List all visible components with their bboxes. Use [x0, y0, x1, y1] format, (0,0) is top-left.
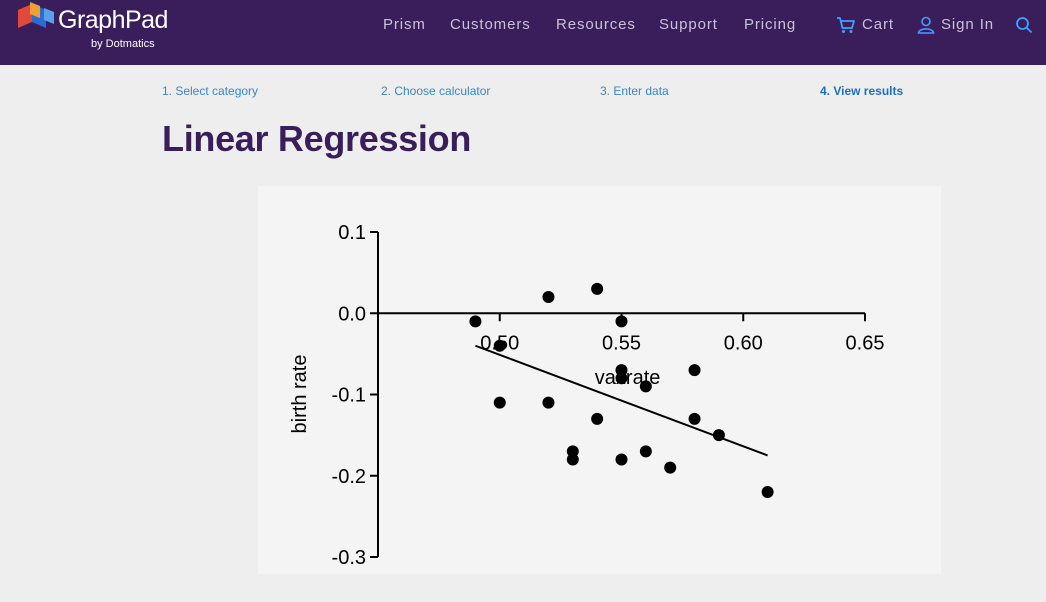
y-tick-label: 0.0: [338, 303, 366, 325]
top-navbar: GraphPad by Dotmatics Prism Customers Re…: [0, 0, 1046, 65]
user-icon[interactable]: [917, 16, 935, 34]
cart-link[interactable]: Cart: [862, 16, 894, 33]
data-point: [688, 412, 701, 425]
data-point: [566, 453, 579, 466]
nav-pricing[interactable]: Pricing: [744, 16, 797, 33]
nav-prism[interactable]: Prism: [383, 16, 426, 33]
data-point: [591, 412, 604, 425]
data-point: [761, 486, 774, 498]
regression-chart: 0.10.0-0.1-0.2-0.30.500.550.600.65vaxrat…: [258, 186, 941, 574]
data-point: [493, 339, 506, 352]
nav-resources[interactable]: Resources: [556, 16, 636, 33]
nav-customers[interactable]: Customers: [450, 16, 531, 33]
y-tick-label: 0.1: [338, 222, 366, 244]
brand-byline: by Dotmatics: [91, 38, 155, 50]
step-view-results: 4. View results: [820, 84, 904, 98]
x-tick-label: 0.60: [724, 332, 763, 354]
data-point: [469, 315, 482, 328]
step-select-category[interactable]: 1. Select category: [162, 84, 259, 98]
data-point: [615, 372, 628, 385]
scatter-plot: 0.10.0-0.1-0.2-0.30.500.550.600.65vaxrat…: [289, 222, 885, 569]
data-point: [712, 429, 725, 442]
signin-link[interactable]: Sign In: [941, 16, 994, 33]
data-point: [591, 282, 604, 295]
data-point: [615, 315, 628, 328]
data-point: [664, 461, 677, 474]
data-point: [542, 291, 555, 303]
data-point: [639, 380, 652, 393]
logo-cube-icon: [18, 2, 54, 28]
page-title: Linear Regression: [162, 118, 472, 159]
data-point: [493, 396, 506, 409]
step-choose-calculator[interactable]: 2. Choose calculator: [381, 84, 491, 98]
y-tick-label: -0.2: [332, 466, 366, 488]
step-enter-data[interactable]: 3. Enter data: [600, 84, 669, 98]
y-axis-title: birth rate: [289, 355, 311, 434]
data-point: [542, 396, 555, 409]
x-tick-label: 0.55: [602, 332, 641, 354]
search-icon[interactable]: [1015, 16, 1033, 34]
x-tick-label: 0.65: [846, 332, 885, 354]
data-point: [639, 445, 652, 458]
brand-name: GraphPad: [58, 6, 168, 34]
data-point: [688, 364, 701, 377]
y-tick-label: -0.1: [332, 385, 366, 407]
cart-icon[interactable]: [836, 16, 856, 34]
graphpad-logo[interactable]: GraphPad by Dotmatics: [16, 0, 176, 56]
data-point: [615, 453, 628, 466]
nav-support[interactable]: Support: [659, 16, 718, 33]
y-tick-label: -0.3: [332, 547, 366, 569]
regression-line: [475, 344, 768, 457]
